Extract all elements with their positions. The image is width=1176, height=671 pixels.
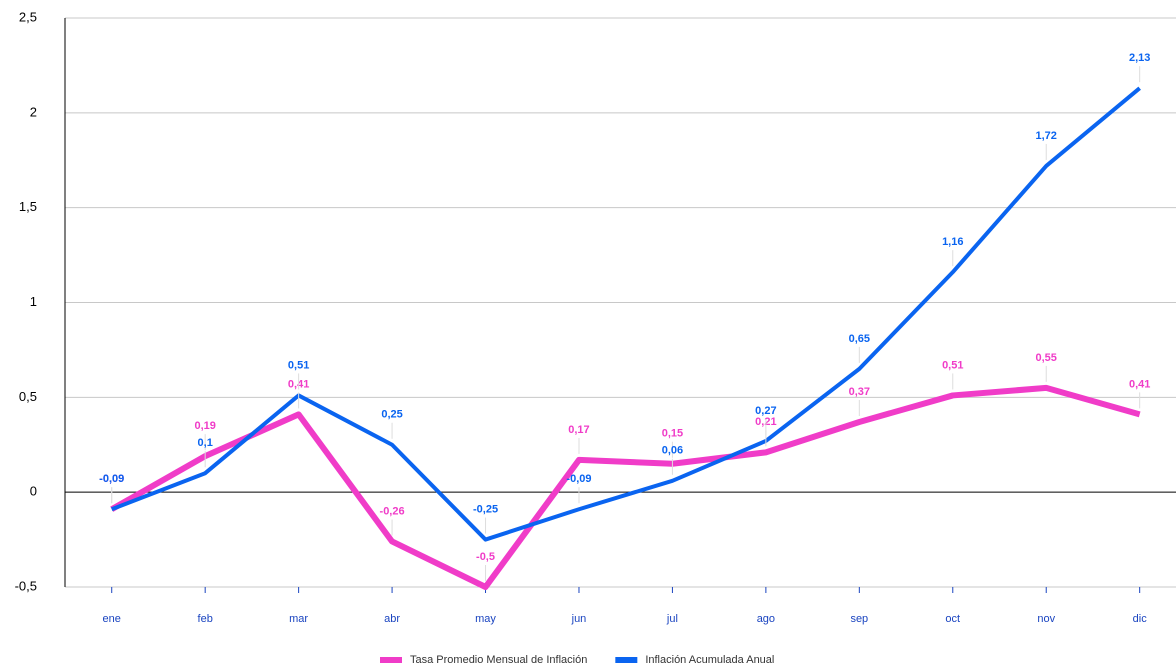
data-label: 0,1 — [198, 437, 213, 449]
data-label: -0,25 — [473, 503, 498, 515]
data-label: 1,16 — [942, 236, 963, 248]
x-tick-label: jun — [571, 613, 587, 625]
data-label: 0,15 — [662, 428, 683, 440]
x-tick-label: may — [475, 613, 496, 625]
data-label: 1,72 — [1036, 130, 1057, 142]
y-tick-label: -0,5 — [15, 578, 37, 593]
line — [110, 384, 1141, 590]
data-label: -0,26 — [380, 505, 405, 517]
x-tick-label: oct — [945, 613, 960, 625]
y-tick-label: 2 — [30, 104, 37, 119]
y-tick-label: 0 — [30, 484, 37, 499]
y-tick-label: 1 — [30, 294, 37, 309]
data-label: 2,13 — [1129, 52, 1150, 64]
data-label: 0,27 — [755, 405, 776, 417]
data-label: -0,5 — [476, 551, 495, 563]
x-tick-label: ene — [103, 613, 121, 625]
data-label: -0,09 — [99, 473, 124, 485]
x-tick-label: nov — [1037, 613, 1055, 625]
x-tick-label: feb — [198, 613, 213, 625]
data-label: 0,41 — [1129, 378, 1150, 390]
x-tick-label: ago — [757, 613, 775, 625]
data-label: 0,25 — [381, 409, 402, 421]
legend-swatch — [380, 657, 402, 663]
x-tick-label: dic — [1133, 613, 1148, 625]
data-label: -0,09 — [99, 473, 124, 485]
data-label: -0,09 — [566, 473, 591, 485]
data-label: 0,55 — [1036, 352, 1057, 364]
x-tick-label: sep — [850, 613, 868, 625]
x-tick-label: mar — [289, 613, 308, 625]
data-label: 0,37 — [849, 386, 870, 398]
x-tick-label: abr — [384, 613, 400, 625]
legend-swatch — [615, 657, 638, 663]
data-label: 0,65 — [849, 333, 870, 345]
y-tick-label: 0,5 — [19, 389, 37, 404]
data-label: 0,51 — [288, 359, 309, 371]
x-tick-label: jul — [666, 613, 678, 625]
data-label: 0,19 — [194, 420, 215, 432]
y-tick-label: 2,5 — [19, 9, 37, 24]
line — [111, 86, 1141, 542]
data-label: 0,06 — [662, 445, 683, 457]
legend-label: Tasa Promedio Mensual de Inflación — [410, 654, 587, 666]
data-label: 0,51 — [942, 359, 963, 371]
data-label: 0,17 — [568, 424, 589, 436]
y-tick-label: 1,5 — [19, 199, 37, 214]
legend-label: Inflación Acumulada Anual — [645, 654, 774, 666]
